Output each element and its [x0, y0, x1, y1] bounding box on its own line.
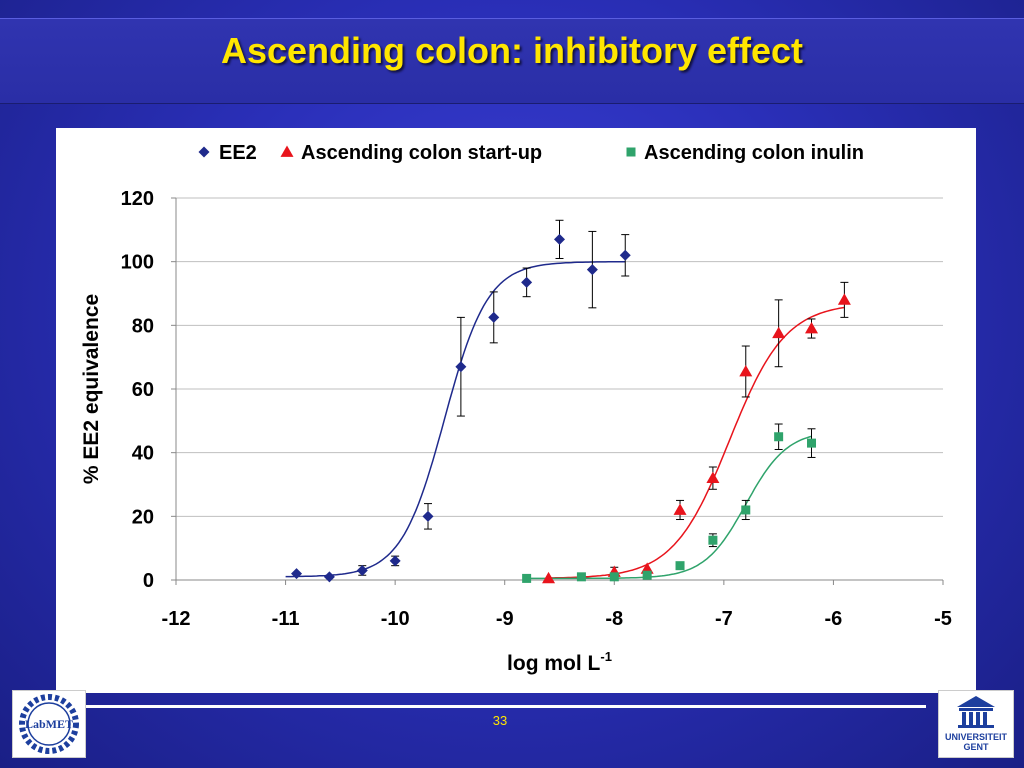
- data-point: [708, 535, 718, 545]
- data-point: [774, 432, 784, 442]
- tick-labels: 0 20 40 60 80 100 120 -12 -11 -10 -9 -8 -7 -6 -5: [121, 188, 952, 630]
- labmet-logo: LabMET: [12, 690, 86, 758]
- data-point: [488, 311, 500, 323]
- data-point: [389, 555, 401, 567]
- x-tick-label: -12: [162, 608, 191, 630]
- data-point: [291, 568, 303, 580]
- x-tick-label: -8: [605, 608, 623, 630]
- y-tick-label: 60: [132, 379, 154, 401]
- y-tick-label: 20: [132, 506, 154, 528]
- chart-legend: EE2 Ascending colon start-up Ascending col…: [198, 142, 864, 164]
- ugent-logo: UNIVERSITEIT GENT: [938, 690, 1014, 758]
- y-tick-label: 0: [143, 570, 154, 592]
- data-point: [586, 264, 598, 276]
- legend-label: EE2: [219, 142, 257, 164]
- title-bar: [0, 18, 1024, 104]
- data-point: [521, 276, 533, 288]
- fit-curve-0: [285, 260, 626, 578]
- y-axis-label: % EE2 equivalence: [80, 294, 103, 484]
- gridlines: [176, 197, 943, 517]
- legend-marker: [198, 146, 210, 158]
- legend-label: Ascending colon inulin: [644, 142, 864, 164]
- fit-curves: [285, 260, 845, 580]
- data-point: [673, 503, 687, 515]
- x-tick-label: -10: [381, 608, 410, 630]
- data-point: [609, 572, 619, 582]
- data-point: [522, 573, 532, 583]
- data-point: [675, 561, 685, 571]
- data-point: [741, 505, 751, 515]
- x-axis-label-main: log mol L: [507, 652, 600, 675]
- x-tick-label: -5: [934, 608, 952, 630]
- data-point: [455, 361, 467, 373]
- y-tick-label: 40: [132, 443, 154, 465]
- x-tick-label: -6: [825, 608, 843, 630]
- data-point: [642, 570, 652, 580]
- data-point: [805, 322, 819, 334]
- data-point: [542, 571, 556, 584]
- data-point: [837, 293, 851, 305]
- dose-response-chart: 0 20 40 60 80 100 120 -12 -11 -10 -9 -8 -7 -6 -5 EE2 As…: [80, 142, 952, 675]
- data-point: [356, 564, 368, 576]
- y-tick-label: 120: [121, 188, 154, 210]
- legend-marker: [626, 147, 636, 157]
- ugent-logo-line1: UNIVERSITEIT: [944, 732, 1007, 742]
- x-tick-label: -11: [272, 608, 300, 630]
- data-point: [422, 510, 434, 522]
- fit-curve-2: [526, 435, 812, 580]
- y-tick-label: 80: [132, 315, 154, 337]
- university-building-icon: [957, 696, 995, 728]
- labmet-gear-icon: [19, 694, 79, 754]
- x-axis-label-superscript: -1: [600, 649, 612, 664]
- data-point: [619, 249, 631, 261]
- axes: [171, 197, 944, 585]
- data-point: [772, 326, 786, 339]
- fit-curve-1: [548, 306, 845, 579]
- data-points: [291, 233, 851, 584]
- data-point: [706, 471, 720, 484]
- legend-label: Ascending colon start-up: [301, 142, 542, 164]
- data-point: [323, 571, 335, 583]
- data-point: [576, 572, 586, 582]
- error-bars: [358, 219, 849, 578]
- x-axis-label: log mol L-1: [507, 649, 612, 675]
- ugent-logo-line2: GENT: [963, 742, 989, 752]
- footer-divider: [84, 705, 926, 708]
- x-tick-label: -9: [496, 608, 514, 630]
- legend-marker: [280, 145, 294, 157]
- labmet-logo-text: LabMET: [24, 717, 73, 731]
- chart-panel: 0 20 40 60 80 100 120 -12 -11 -10 -9 -8 -7 -6 -5 EE2 As…: [56, 128, 976, 693]
- page-number: 33: [492, 713, 508, 728]
- y-tick-label: 100: [121, 252, 154, 274]
- slide-title: Ascending colon: inhibitory effect: [220, 30, 804, 71]
- data-point: [554, 233, 565, 245]
- data-point: [807, 438, 817, 448]
- x-tick-label: -7: [715, 608, 733, 630]
- data-point: [739, 364, 753, 377]
